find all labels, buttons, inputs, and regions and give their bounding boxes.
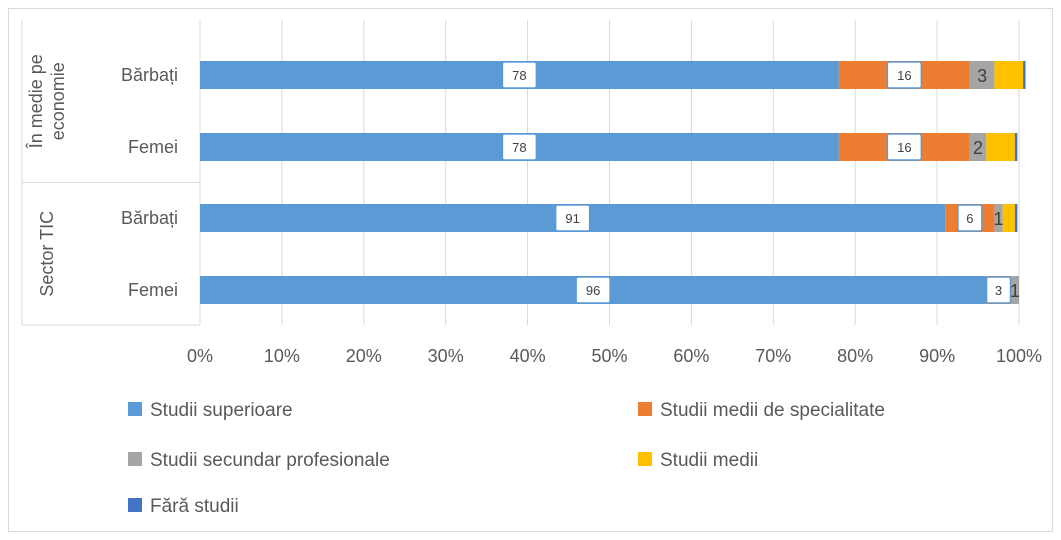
bar-segment: [969, 133, 987, 161]
category-label: Bărbați: [121, 208, 178, 228]
bar-segment: [969, 61, 995, 89]
data-label-box: [985, 276, 1012, 304]
data-label-box: [575, 276, 611, 304]
data-label: 2: [973, 138, 983, 158]
data-label: 3: [995, 283, 1002, 298]
legend: Studii superioare Studii medii de special…: [128, 400, 885, 517]
x-tick-label: 30%: [428, 346, 464, 366]
data-label: 78: [512, 68, 526, 83]
legend-swatch: [128, 452, 142, 466]
bar-segment: [1014, 204, 1018, 232]
data-label-box: [501, 61, 538, 89]
bar-segment: [1002, 204, 1015, 232]
bars: [200, 61, 1026, 304]
data-label: 16: [897, 140, 911, 155]
data-label-box: [554, 204, 591, 232]
legend-label: Studii medii de specialitate: [660, 400, 885, 421]
bar-segment: [1023, 61, 1026, 89]
data-label: 1: [994, 209, 1004, 229]
category-label: Femei: [128, 280, 178, 300]
data-label-box: [886, 61, 923, 89]
legend-label: Fără studii: [150, 496, 239, 517]
x-tick-label: 0%: [187, 346, 213, 366]
x-tick-label: 40%: [510, 346, 546, 366]
bar-segment: [1010, 276, 1019, 304]
data-label: 78: [512, 140, 526, 155]
legend-swatch: [638, 402, 652, 416]
x-tick-label: 80%: [837, 346, 873, 366]
data-label-box: [501, 133, 538, 161]
data-label: 96: [586, 283, 600, 298]
group-label: Sector TIC: [37, 211, 57, 297]
x-tick-label: 100%: [996, 346, 1042, 366]
bar-segment: [994, 204, 1003, 232]
x-tick-label: 90%: [919, 346, 955, 366]
legend-swatch: [128, 498, 142, 512]
x-tick-label: 50%: [591, 346, 627, 366]
x-tick-label: 10%: [264, 346, 300, 366]
legend-label: Studii superioare: [150, 400, 293, 421]
x-tick-label: 70%: [755, 346, 791, 366]
category-label: Femei: [128, 137, 178, 157]
legend-swatch: [128, 402, 142, 416]
x-tick-label: 20%: [346, 346, 382, 366]
data-label: 16: [897, 68, 911, 83]
data-label: 3: [977, 66, 987, 86]
data-label-box: [886, 133, 923, 161]
x-tick-label: 60%: [673, 346, 709, 366]
group-label: economie: [48, 62, 68, 140]
data-label: 91: [565, 211, 579, 226]
chart-frame: [8, 8, 1053, 532]
legend-label: Studii secundar profesionale: [150, 450, 390, 471]
data-label: 1: [1010, 281, 1020, 301]
data-label-box: [957, 204, 983, 232]
legend-label: Studii medii: [660, 450, 758, 471]
legend-swatch: [638, 452, 652, 466]
category-label: Bărbați: [121, 65, 178, 85]
data-labels: 78 16 378 16 291 6 196 3 1: [501, 61, 1020, 304]
category-axis: Bărbați Femei Bărbați Femei În medie pe econo…: [21, 20, 201, 326]
bar-segment: [994, 61, 1024, 89]
bar-segment: [986, 133, 1015, 161]
bar-segment: [1014, 133, 1018, 161]
group-label: În medie pe: [26, 54, 46, 149]
data-label: 6: [966, 211, 973, 226]
x-axis-ticks: 0% 10% 20% 30% 40% 50% 60% 70% 80% 90% 100%: [187, 346, 1042, 366]
